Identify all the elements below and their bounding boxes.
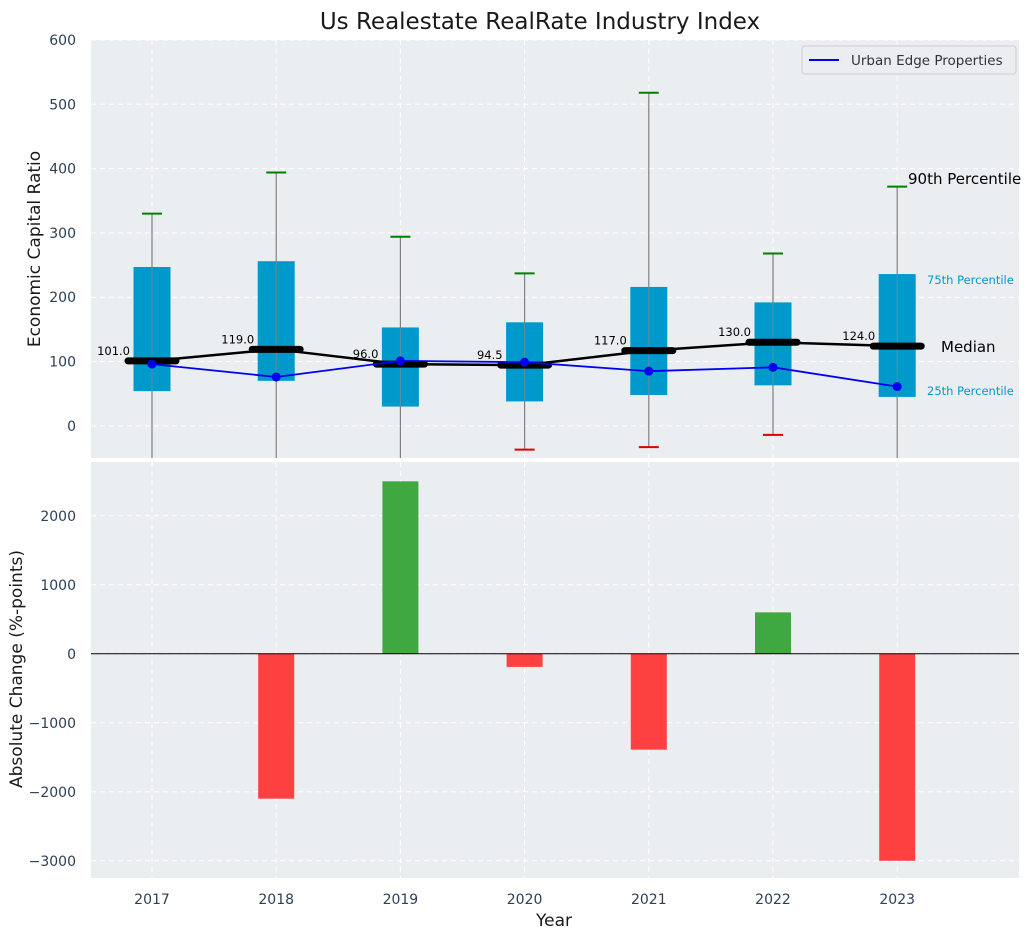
bottom-panel-background bbox=[91, 462, 1019, 878]
legend-box bbox=[801, 45, 1017, 75]
change-bar bbox=[879, 653, 916, 861]
median-value-label: 130.0 bbox=[718, 325, 751, 339]
x-axis-label: Year bbox=[535, 911, 572, 931]
company-point bbox=[892, 382, 902, 392]
bottom-y-tick-label: 1000 bbox=[40, 578, 76, 594]
change-bar bbox=[755, 612, 791, 654]
x-tick-label: 2020 bbox=[507, 892, 543, 908]
company-point bbox=[644, 366, 654, 376]
p75-annotation: 75th Percentile bbox=[927, 273, 1014, 287]
company-point bbox=[520, 357, 530, 367]
top-y-tick-label: 400 bbox=[49, 162, 76, 178]
bottom-y-tick-label: −1000 bbox=[29, 716, 76, 732]
x-tick-label: 2021 bbox=[631, 892, 667, 908]
median-value-label: 101.0 bbox=[97, 344, 130, 358]
bottom-y-tick-label: 0 bbox=[67, 647, 76, 663]
company-point bbox=[395, 356, 405, 366]
bottom-y-tick-label: 2000 bbox=[40, 509, 76, 525]
top-y-tick-label: 300 bbox=[49, 226, 76, 242]
percentile-panel: 0 100 200 300 400 500 600 101.0 119.0 96.0 94.5 117… bbox=[49, 33, 925, 458]
x-tick-label: 2017 bbox=[134, 892, 170, 908]
change-panel: −3000 −2000 −1000 0 1000 2000 2017 2018 2019 2020… bbox=[29, 481, 1019, 908]
bottom-y-tick-label: −2000 bbox=[29, 785, 76, 801]
company-point bbox=[271, 372, 281, 382]
median-value-label: 96.0 bbox=[353, 347, 379, 361]
bottom-y-axis-label: Absolute Change (%-points) bbox=[7, 550, 27, 788]
p90-annotation: 90th Percentile bbox=[908, 170, 1021, 188]
top-plot-area bbox=[133, 91, 916, 458]
legend: Urban Edge Properties bbox=[801, 45, 1017, 75]
top-y-tick-label: 100 bbox=[49, 355, 76, 371]
company-point bbox=[768, 362, 778, 372]
panel-backgrounds bbox=[91, 40, 1019, 878]
median-value-label: 117.0 bbox=[594, 334, 627, 348]
change-bar bbox=[630, 653, 667, 750]
top-y-tick-label: 600 bbox=[49, 33, 76, 49]
p25-annotation: 25th Percentile bbox=[927, 384, 1014, 398]
top-panel-background bbox=[91, 40, 1019, 458]
median-value-label: 124.0 bbox=[842, 329, 875, 343]
median-annotation: Median bbox=[941, 338, 996, 356]
median-value-label: 119.0 bbox=[221, 332, 254, 346]
top-y-tick-label: 200 bbox=[49, 290, 76, 306]
chart-title: Us Realestate RealRate Industry Index bbox=[320, 9, 760, 35]
top-y-axis-label: Economic Capital Ratio bbox=[25, 151, 45, 347]
top-y-tick-label: 500 bbox=[49, 97, 76, 113]
top-y-tick-label: 0 bbox=[67, 419, 76, 435]
change-bar bbox=[258, 653, 295, 799]
median-value-label: 94.5 bbox=[477, 348, 503, 362]
change-bar bbox=[382, 481, 419, 654]
change-bar bbox=[506, 653, 543, 667]
company-point bbox=[147, 359, 157, 369]
bottom-y-tick-label: −3000 bbox=[29, 854, 76, 870]
legend-entry: Urban Edge Properties bbox=[851, 53, 1003, 69]
x-tick-label: 2019 bbox=[383, 892, 419, 908]
x-tick-label: 2023 bbox=[879, 892, 915, 908]
x-tick-label: 2018 bbox=[258, 892, 294, 908]
x-tick-label: 2022 bbox=[755, 892, 791, 908]
